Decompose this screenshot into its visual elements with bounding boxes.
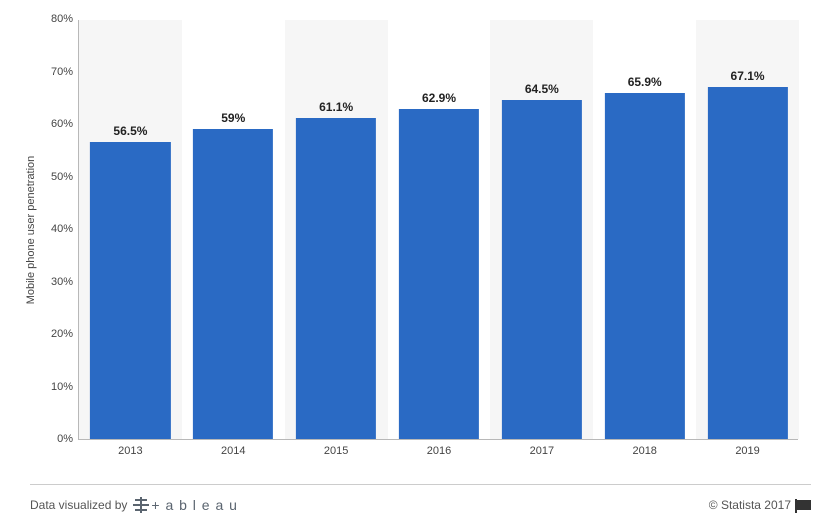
bar [605, 93, 685, 439]
footer: Data visualized by + a b l e a u © Stati… [30, 484, 811, 516]
x-tick-label: 2018 [593, 445, 696, 457]
bar-slot: 67.1%2019 [696, 20, 799, 439]
y-tick-label: 80% [51, 13, 73, 25]
bar-value-label: 61.1% [285, 100, 388, 114]
copyright-text: © Statista 2017 [709, 498, 791, 512]
plot-area: Mobile phone user penetration 0%10%20%30… [78, 20, 798, 440]
y-tick-label: 60% [51, 118, 73, 130]
bar [399, 109, 479, 439]
bar [296, 118, 376, 439]
chart-container: Mobile phone user penetration 0% 10% 20% 30… [20, 10, 810, 470]
credit-left: Data visualized by + a b l e a u [30, 497, 238, 513]
x-tick-label: 2019 [696, 445, 799, 457]
x-tick-label: 2015 [285, 445, 388, 457]
y-tick-label: 20% [51, 328, 73, 340]
x-tick-label: 2013 [79, 445, 182, 457]
tableau-text: + a b l e a u [151, 497, 238, 513]
tableau-logo: + a b l e a u [133, 497, 238, 513]
bar-slot: 62.9%2016 [388, 20, 491, 439]
bar-value-label: 59% [182, 111, 285, 125]
bar-slot: 59%2014 [182, 20, 285, 439]
bar-value-label: 64.5% [490, 82, 593, 96]
bar-value-label: 65.9% [593, 75, 696, 89]
bar-slot: 61.1%2015 [285, 20, 388, 439]
y-tick-label: 40% [51, 223, 73, 235]
copyright-block: © Statista 2017 [709, 498, 811, 512]
y-tick-label: 50% [51, 171, 73, 183]
bar [502, 100, 582, 439]
flag-icon [797, 500, 811, 510]
bar-value-label: 56.5% [79, 124, 182, 138]
bar-slot: 56.5%2013 [79, 20, 182, 439]
y-tick-label: 30% [51, 276, 73, 288]
tableau-mark-icon [133, 497, 149, 513]
bar [90, 142, 170, 439]
bar [707, 87, 787, 439]
bar-value-label: 67.1% [696, 69, 799, 83]
bar-value-label: 62.9% [388, 91, 491, 105]
bar-slot: 65.9%2018 [593, 20, 696, 439]
x-tick-label: 2014 [182, 445, 285, 457]
bar-slot: 64.5%2017 [490, 20, 593, 439]
credit-prefix: Data visualized by [30, 498, 127, 512]
y-tick-label: 10% [51, 381, 73, 393]
x-tick-label: 2017 [490, 445, 593, 457]
y-tick-label: 0% [57, 433, 73, 445]
y-tick-label: 70% [51, 66, 73, 78]
bar [193, 129, 273, 439]
x-tick-label: 2016 [388, 445, 491, 457]
y-axis-title: Mobile phone user penetration [25, 155, 37, 304]
